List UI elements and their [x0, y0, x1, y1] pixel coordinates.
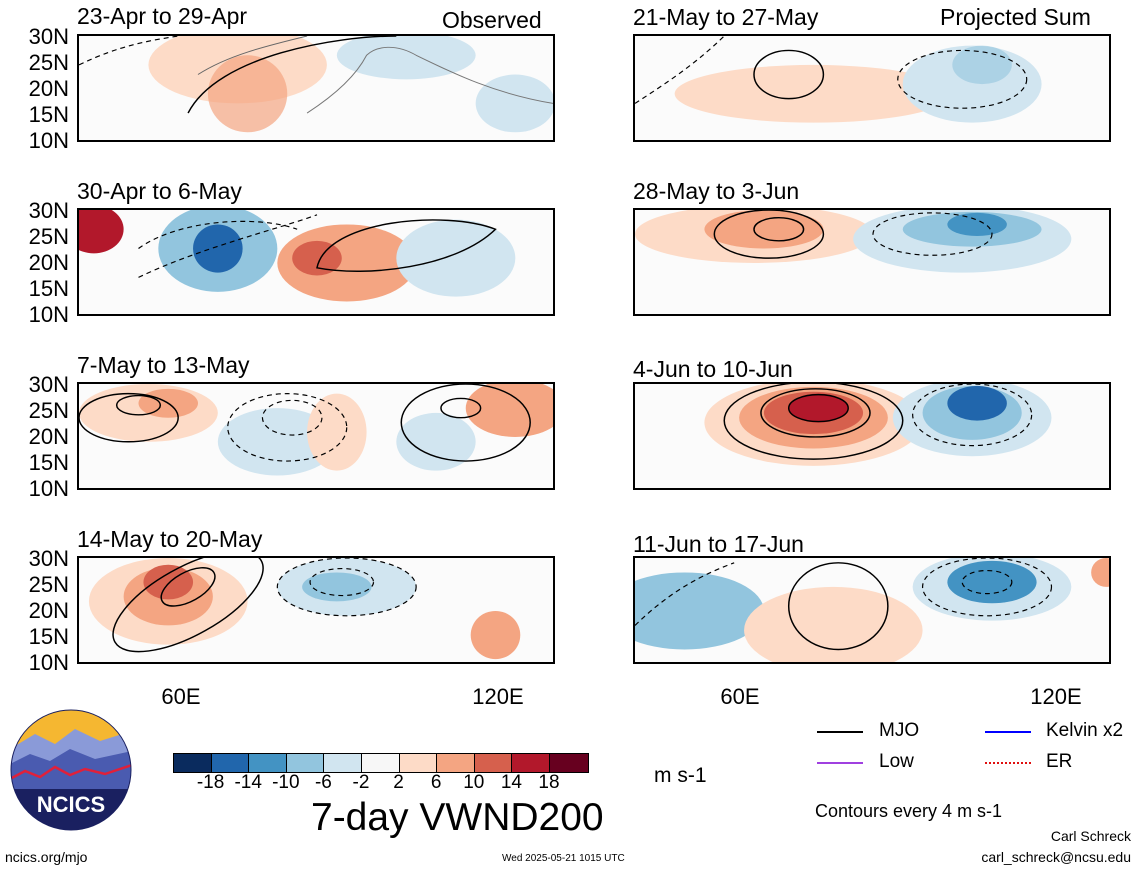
period-label-right-4: 11-Jun to 17-Jun [633, 531, 804, 557]
colorbar-tick-label: 10 [463, 772, 485, 793]
lat-label-25n-2: 25N [28, 224, 69, 249]
colorbar-swatch-0 [174, 754, 212, 772]
legend-label-kelvin: Kelvin x2 [1046, 720, 1124, 741]
lat-label-30n-1: 30N [28, 24, 69, 49]
timestamp: Wed 2025-05-21 1015 UTC [502, 853, 625, 864]
lat-label-25n-3: 25N [28, 398, 69, 423]
lat-label-20n-1: 20N [28, 76, 69, 101]
lon-label-60e-left: 60E [161, 684, 201, 709]
lat-label-10n-4: 10N [28, 650, 69, 675]
map-title: 7-day VWND200 [311, 796, 604, 839]
colorbar-unit: m s-1 [654, 764, 707, 787]
contour-note: Contours every 4 m s-1 [815, 801, 1003, 821]
colorbar-swatch-2 [249, 754, 287, 772]
lat-label-30n-2: 30N [28, 198, 69, 223]
colorbar-swatch-9 [512, 754, 550, 772]
colorbar-swatch-7 [437, 754, 475, 772]
logo-text: NCICS [37, 792, 105, 817]
legend-label-low: Low [879, 751, 914, 772]
lat-label-15n-2: 15N [28, 276, 69, 301]
colorbar-swatch-3 [286, 754, 325, 772]
colorbar-swatch-8 [474, 754, 513, 772]
period-label-right-2: 28-May to 3-Jun [633, 178, 800, 204]
map-panel-left-4 [77, 556, 555, 664]
colorbar-swatch-4 [324, 754, 362, 772]
colorbar [173, 753, 589, 773]
legend-line-low [817, 762, 863, 764]
lat-label-20n-2: 20N [28, 250, 69, 275]
lat-label-15n-4: 15N [28, 624, 69, 649]
map-panel-left-3 [77, 382, 555, 490]
period-label-right-3: 4-Jun to 10-Jun [633, 356, 793, 382]
author-email: carl_schreck@ncsu.edu [981, 849, 1131, 865]
lon-label-120e-left: 120E [472, 684, 524, 709]
observed-label: Observed [442, 7, 542, 33]
legend-line-kelvin [985, 731, 1031, 733]
legend-label-er: ER [1046, 751, 1073, 772]
lat-label-30n-4: 30N [28, 546, 69, 571]
map-panel-right-3 [633, 382, 1111, 490]
colorbar-tick-label: -2 [352, 772, 370, 793]
lat-label-10n-3: 10N [28, 476, 69, 501]
legend-line-er [985, 762, 1031, 764]
legend-line-mjo [817, 731, 863, 733]
map-panel-right-2 [633, 208, 1111, 316]
lat-label-15n-1: 15N [28, 102, 69, 127]
map-panel-right-1 [633, 34, 1111, 142]
period-label-left-2: 30-Apr to 6-May [77, 178, 242, 204]
period-label-left-4: 14-May to 20-May [77, 526, 263, 552]
projected-sum-label: Projected Sum [940, 4, 1091, 30]
period-label-left-3: 7-May to 13-May [77, 352, 250, 378]
colorbar-tick-label: -10 [272, 772, 300, 793]
colorbar-tick-label: 6 [430, 772, 442, 793]
colorbar-swatch-6 [399, 754, 438, 772]
lat-label-20n-3: 20N [28, 424, 69, 449]
lat-label-25n-4: 25N [28, 572, 69, 597]
lat-label-10n-2: 10N [28, 302, 69, 327]
lat-label-10n-1: 10N [28, 128, 69, 153]
ncics-logo: NCICS [10, 709, 132, 831]
colorbar-tick-label: 2 [393, 772, 404, 793]
lat-label-30n-3: 30N [28, 372, 69, 397]
colorbar-tick-label: -14 [234, 772, 262, 793]
site-url: ncics.org/mjo [5, 849, 88, 865]
lat-label-25n-1: 25N [28, 50, 69, 75]
colorbar-swatch-1 [211, 754, 250, 772]
map-panel-right-4 [633, 556, 1111, 664]
colorbar-swatch-5 [361, 754, 400, 772]
lon-label-60e-right: 60E [720, 684, 760, 709]
colorbar-tick-label: -6 [314, 772, 332, 793]
colorbar-tick-label: 14 [500, 772, 522, 793]
lon-label-120e-right: 120E [1030, 684, 1082, 709]
legend-label-mjo: MJO [879, 720, 920, 741]
colorbar-tick-label: 18 [538, 772, 560, 793]
colorbar-tick-label: -18 [196, 772, 225, 793]
period-label-right-1: 21-May to 27-May [633, 4, 819, 30]
author-name: Carl Schreck [1050, 828, 1131, 844]
lat-label-20n-4: 20N [28, 598, 69, 623]
map-panel-left-1 [77, 34, 555, 142]
lat-label-15n-3: 15N [28, 450, 69, 475]
map-panel-left-2 [77, 208, 555, 316]
period-label-left-1: 23-Apr to 29-Apr [77, 3, 248, 29]
colorbar-swatch-10 [549, 754, 588, 772]
